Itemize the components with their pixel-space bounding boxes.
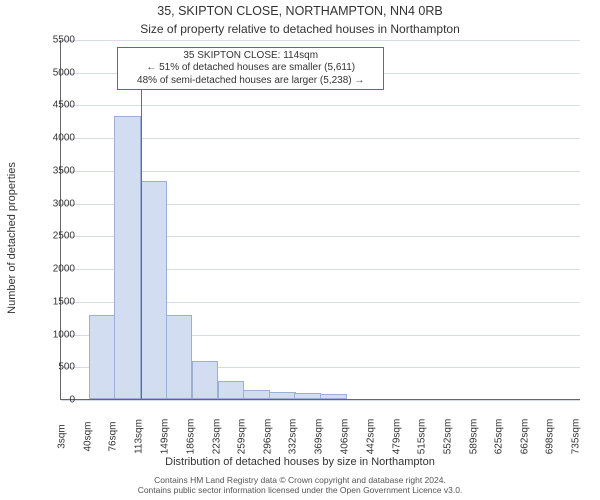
grid-line — [61, 105, 580, 106]
y-tick-label: 4000 — [37, 133, 75, 144]
x-tick-label: 76sqm — [108, 421, 119, 451]
y-tick-label: 0 — [37, 395, 75, 406]
y-tick-label: 3500 — [37, 165, 75, 176]
histogram-bar — [140, 181, 167, 399]
x-tick-label: 515sqm — [416, 419, 427, 455]
histogram-bar — [89, 315, 116, 399]
x-tick-label: 296sqm — [263, 419, 274, 455]
x-tick-label: 625sqm — [494, 419, 505, 455]
x-tick-label: 735sqm — [571, 419, 582, 455]
footer-line2: Contains public sector information licen… — [0, 485, 600, 496]
y-tick-label: 4500 — [37, 100, 75, 111]
chart-plot-area: 35 SKIPTON CLOSE: 114sqm ← 51% of detach… — [60, 40, 580, 400]
y-tick-label: 2000 — [37, 264, 75, 275]
x-tick-label: 40sqm — [83, 421, 94, 451]
x-tick-label: 259sqm — [237, 419, 248, 455]
x-tick-label: 149sqm — [159, 419, 170, 455]
histogram-bar — [294, 393, 321, 399]
x-tick-label: 589sqm — [468, 419, 479, 455]
histogram-bar — [243, 390, 270, 399]
histogram-bar — [166, 315, 193, 399]
page-title: 35, SKIPTON CLOSE, NORTHAMPTON, NN4 0RB — [0, 4, 600, 18]
grid-line — [61, 400, 580, 401]
histogram-bar — [192, 361, 219, 399]
x-tick-label: 369sqm — [314, 419, 325, 455]
footer-line1: Contains HM Land Registry data © Crown c… — [0, 475, 600, 486]
x-tick-label: 662sqm — [520, 419, 531, 455]
footer-attribution: Contains HM Land Registry data © Crown c… — [0, 475, 600, 496]
annotation-line3: 48% of semi-detached houses are larger (… — [122, 75, 379, 88]
histogram-bar — [114, 116, 141, 399]
x-tick-label: 698sqm — [545, 419, 556, 455]
x-tick-label: 332sqm — [288, 419, 299, 455]
y-tick-label: 1000 — [37, 329, 75, 340]
x-tick-label: 406sqm — [340, 419, 351, 455]
x-tick-label: 113sqm — [134, 419, 145, 454]
y-tick-label: 5500 — [37, 35, 75, 46]
x-tick-label: 186sqm — [185, 419, 196, 455]
y-tick-label: 500 — [37, 362, 75, 373]
y-tick-label: 3000 — [37, 198, 75, 209]
annotation-marker-line — [141, 85, 142, 399]
histogram-bar — [320, 394, 347, 399]
annotation-line2: ← 51% of detached houses are smaller (5,… — [122, 62, 379, 75]
chart-page: 35, SKIPTON CLOSE, NORTHAMPTON, NN4 0RB … — [0, 0, 600, 500]
grid-line — [61, 40, 580, 41]
annotation-box: 35 SKIPTON CLOSE: 114sqm ← 51% of detach… — [117, 47, 384, 91]
x-tick-label: 3sqm — [57, 424, 68, 448]
y-tick-label: 2500 — [37, 231, 75, 242]
annotation-line1: 35 SKIPTON CLOSE: 114sqm — [122, 50, 379, 63]
histogram-bar — [218, 381, 245, 399]
y-tick-label: 1500 — [37, 296, 75, 307]
y-tick-label: 5000 — [37, 67, 75, 78]
y-axis-label: Number of detached properties — [6, 162, 18, 314]
x-tick-label: 223sqm — [211, 419, 222, 455]
x-tick-label: 442sqm — [365, 419, 376, 455]
x-axis-label: Distribution of detached houses by size … — [0, 456, 600, 468]
page-subtitle: Size of property relative to detached ho… — [0, 22, 600, 36]
x-tick-label: 552sqm — [442, 419, 453, 455]
x-tick-label: 479sqm — [391, 419, 402, 455]
histogram-bar — [269, 392, 296, 399]
